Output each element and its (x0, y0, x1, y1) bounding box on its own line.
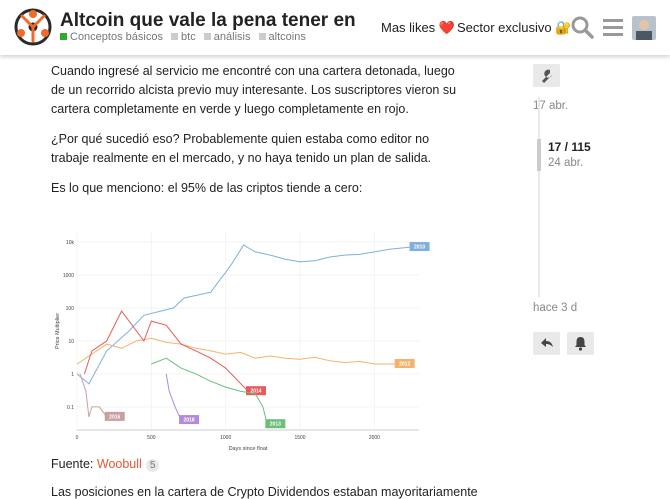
timeline-end-date[interactable]: hace 3 d (533, 302, 578, 314)
source-line: Fuente: Woobull 5 (51, 457, 160, 472)
x-tick-label: 1000 (220, 435, 231, 441)
reply-icon (541, 338, 553, 347)
y-tick-label: 0.1 (67, 405, 74, 411)
post-paragraph: ¿Por qué sucedió eso? Probablemente quie… (51, 132, 432, 165)
y-tick-label: 10k (66, 240, 75, 246)
series-label-2010: 2010 (414, 245, 425, 251)
notifications-button[interactable] (567, 332, 594, 355)
y-tick-label: 1 (71, 372, 74, 378)
reply-button[interactable] (533, 332, 560, 355)
series-label-box (104, 411, 125, 421)
series-line-2014 (83, 310, 249, 392)
tag-btc[interactable]: btc (171, 31, 196, 43)
header-link-sector-exclusivo[interactable]: Sector exclusivo 🔐 (457, 20, 572, 35)
x-axis-label: Days since float (229, 446, 268, 452)
timeline-track[interactable] (538, 97, 540, 297)
series-line-2013 (151, 357, 268, 425)
tag-square-icon (203, 33, 211, 40)
link-click-count-badge: 5 (145, 459, 160, 472)
tag-square-icon (258, 33, 266, 40)
series-label-2013: 2013 (270, 422, 281, 428)
series-line-2012 (76, 337, 397, 365)
x-tick-label: 1500 (294, 435, 305, 441)
series-label-box (409, 242, 430, 252)
category-color-icon (60, 33, 67, 40)
user-avatar[interactable] (632, 16, 656, 40)
post-body: Cuando ingresé al servicio me encontré c… (51, 62, 461, 209)
post-paragraph: Cuando ingresé al servicio me encontré c… (51, 64, 457, 116)
search-icon[interactable] (570, 15, 594, 39)
series-line-2018 (165, 373, 182, 421)
tag-analisis[interactable]: análisis (203, 31, 250, 43)
price-multiplier-chart: 10k 1000 100 10 1 0.1 0 500 1000 1500 2000 Days sin… (55, 232, 430, 452)
topic-title[interactable]: Altcoin que vale la pena tener en cart… (60, 10, 360, 31)
post-paragraph: Las posiciones en la cartera de Crypto D… (51, 485, 478, 499)
tag-altcoins[interactable]: altcoins (258, 31, 306, 43)
series-label-box (394, 359, 415, 368)
y-axis-label: Price Multiplier (55, 313, 61, 349)
timeline-handle[interactable] (537, 139, 541, 171)
timeline-start-date[interactable]: 17 abr. (533, 100, 569, 112)
site-header: Altcoin que vale la pena tener en cart… … (0, 0, 670, 55)
series-line-2010 (76, 244, 412, 385)
y-tick-label: 100 (66, 306, 75, 312)
header-link-mas-likes[interactable]: Mas likes ❤️ (381, 20, 455, 35)
tag-square-icon (171, 33, 179, 40)
series-label-box (246, 386, 266, 396)
series-label-box (265, 419, 286, 429)
x-tick-label: 0 (76, 435, 79, 441)
timeline-current-date: 24 abr. (548, 157, 584, 169)
site-logo-icon[interactable] (14, 8, 52, 46)
series-label-2012: 2012 (399, 362, 410, 368)
admin-wrench-button[interactable] (533, 64, 560, 87)
post-paragraph: Es lo que menciono: el 95% de las cripto… (51, 181, 363, 195)
topic-tags: Conceptos básicos btc análisis altcoins (60, 31, 311, 43)
hamburger-menu-icon[interactable] (601, 15, 625, 39)
x-tick-label: 500 (147, 435, 156, 441)
series-label-2014: 2014 (250, 389, 261, 395)
wrench-icon (542, 69, 552, 83)
category-badge[interactable]: Conceptos básicos (60, 31, 163, 43)
y-tick-label: 10 (68, 339, 74, 345)
y-tick-label: 1000 (63, 273, 74, 279)
series-label-2016: 2016 (109, 414, 120, 420)
series-line-2016 (79, 373, 108, 418)
x-tick-label: 2000 (369, 435, 380, 441)
source-link[interactable]: Woobull (96, 457, 142, 471)
timeline-counter: 17 / 115 (548, 140, 591, 154)
source-label: Fuente: (51, 457, 97, 471)
bell-icon (575, 337, 586, 351)
series-label-2018: 2018 (184, 418, 195, 424)
series-label-box (179, 415, 200, 425)
